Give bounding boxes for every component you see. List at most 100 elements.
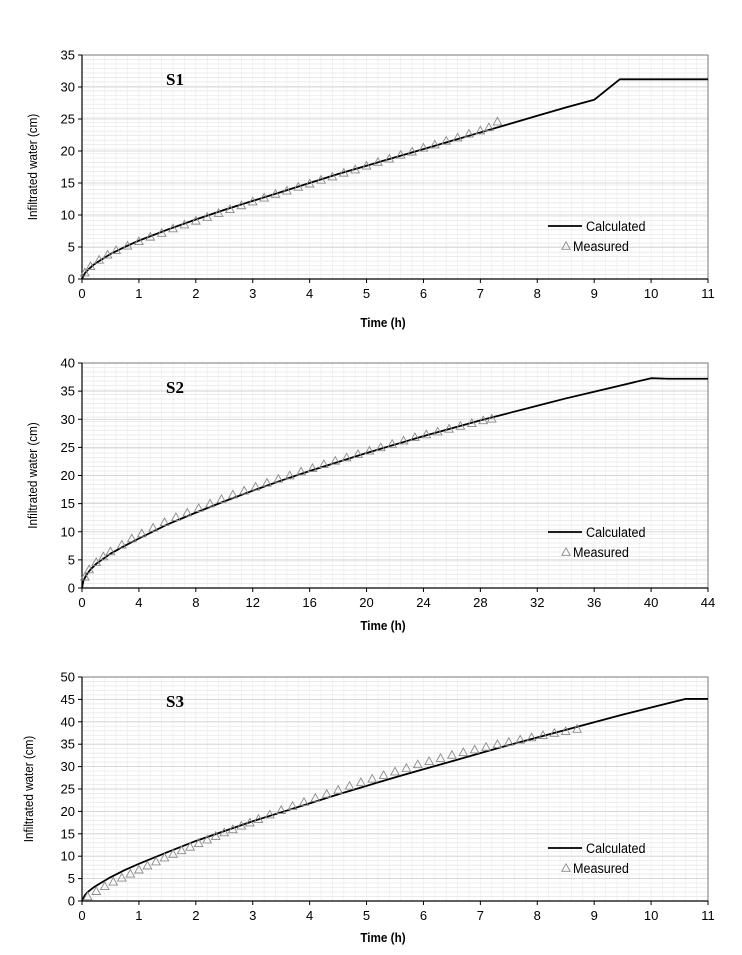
measured-point: [549, 727, 560, 737]
x-axis-title: Time (h): [360, 930, 405, 945]
measured-point: [236, 820, 247, 830]
measured-point: [350, 164, 361, 174]
measured-point: [572, 723, 583, 733]
measured-point: [281, 185, 292, 195]
x-tick-label: 8: [534, 908, 541, 923]
measured-point: [79, 267, 90, 277]
measured-point: [133, 864, 144, 874]
measured-point: [111, 245, 122, 255]
measured-point: [91, 886, 102, 895]
legend-triangle-swatch: [561, 862, 571, 872]
x-tick-label: 4: [135, 595, 142, 610]
panel-label: S2: [166, 378, 184, 397]
x-tick-label: 8: [192, 595, 199, 610]
y-tick-label: 40: [61, 714, 75, 729]
x-tick-label: 44: [701, 595, 715, 610]
x-tick-label: 16: [302, 595, 316, 610]
y-tick-label: 20: [61, 144, 75, 159]
measured-point: [82, 891, 93, 901]
x-tick-label: 4: [306, 908, 313, 923]
measured-point: [378, 769, 389, 779]
y-tick-label: 10: [61, 524, 75, 539]
measured-point: [560, 726, 571, 736]
measured-point: [99, 881, 110, 891]
measured-point: [304, 178, 315, 188]
measured-point: [409, 432, 420, 442]
x-tick-label: 12: [245, 595, 259, 610]
y-tick-label: 30: [61, 80, 75, 95]
legend-label-measured: Measured: [573, 238, 629, 254]
measured-point: [213, 207, 224, 217]
measured-point: [526, 732, 537, 742]
measured-point: [122, 240, 133, 250]
measured-point: [156, 227, 167, 237]
y-tick-label: 0: [68, 894, 75, 909]
measured-point: [170, 511, 181, 521]
x-tick-label: 20: [359, 595, 373, 610]
x-tick-label: 6: [420, 286, 427, 301]
measured-point: [193, 838, 204, 848]
measured-point: [227, 824, 238, 834]
measured-point: [372, 156, 383, 166]
measured-point: [327, 171, 338, 181]
x-tick-label: 2: [192, 286, 199, 301]
measured-point: [387, 438, 398, 448]
measured-point: [441, 135, 452, 145]
measured-point: [298, 796, 309, 806]
measured-point: [116, 539, 127, 549]
y-tick-label: 10: [61, 208, 75, 223]
measured-point: [418, 142, 429, 152]
series-measured: [82, 723, 583, 901]
x-tick-label: 24: [416, 595, 430, 610]
measured-point: [330, 455, 341, 465]
measured-point: [307, 463, 318, 472]
measured-point: [159, 852, 170, 862]
measured-point: [182, 507, 193, 517]
panel-label: S3: [166, 692, 184, 711]
measured-point: [287, 800, 298, 810]
measured-point: [395, 149, 406, 159]
measured-point: [458, 747, 469, 757]
measured-point: [142, 860, 153, 870]
measured-point: [168, 223, 179, 233]
legend: Calculated Measured: [548, 218, 645, 254]
measured-point: [452, 132, 463, 142]
measured-point: [125, 868, 136, 878]
measured-point: [85, 261, 96, 271]
measured-point: [273, 473, 284, 483]
calculated-line: [81, 698, 708, 902]
x-tick-label: 7: [477, 908, 484, 923]
measured-point: [515, 734, 526, 744]
measured-point: [338, 167, 349, 177]
measured-point: [367, 773, 378, 783]
measured-point: [148, 522, 159, 532]
measured-point: [432, 426, 443, 436]
measured-point: [151, 856, 161, 866]
measured-point: [159, 517, 170, 526]
x-tick-label: 7: [477, 286, 484, 301]
x-tick-label: 6: [420, 908, 427, 923]
measured-point: [264, 809, 275, 819]
y-tick-label: 35: [61, 737, 75, 752]
x-tick-label: 1: [135, 286, 142, 301]
y-tick-label: 40: [61, 356, 75, 371]
measured-point: [244, 817, 255, 827]
chart-s1: 0 5 10 15 20 25 30 35 0 1 2 3 4 5 6 7 8 9 10 11 Time (h) Infi…: [25, 48, 714, 331]
measured-point: [446, 749, 457, 759]
measured-point: [353, 448, 363, 458]
legend-label-calculated: Calculated: [586, 840, 645, 856]
measured-point: [355, 777, 366, 787]
measured-point: [424, 756, 435, 766]
calculated-line: [81, 377, 708, 589]
measured-point: [435, 752, 446, 762]
y-tick-label: 30: [61, 412, 75, 427]
measured-point: [179, 219, 190, 229]
measured-point: [466, 418, 477, 427]
measured-point: [401, 762, 412, 772]
x-tick-label: 40: [644, 595, 658, 610]
measured-point: [79, 571, 90, 581]
measured-point: [475, 125, 486, 135]
series-measured: [79, 116, 503, 277]
